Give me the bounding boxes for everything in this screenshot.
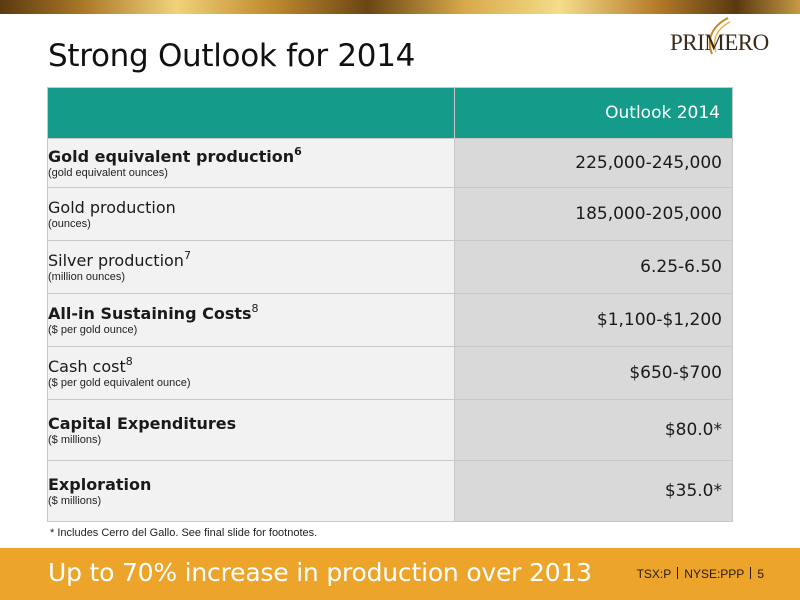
table-row: Gold equivalent production6 (gold equiva…	[47, 138, 733, 188]
table-row: All-in Sustaining Costs8 ($ per gold oun…	[47, 293, 733, 347]
row-unit: ($ per gold equivalent ounce)	[48, 376, 191, 389]
row-label-cell: Gold equivalent production6 (gold equiva…	[47, 138, 455, 188]
ticker-divider	[677, 567, 679, 579]
row-label: All-in Sustaining Costs	[48, 303, 252, 323]
row-label: Gold production	[48, 197, 176, 217]
row-label: Silver production	[48, 250, 184, 270]
row-unit: (ounces)	[48, 217, 91, 230]
ticker-divider	[750, 567, 752, 579]
row-value: $80.0*	[454, 399, 733, 461]
row-value: 185,000-205,000	[454, 187, 733, 241]
row-unit: (million ounces)	[48, 270, 126, 283]
row-label-cell: Silver production7 (million ounces)	[47, 240, 455, 294]
row-unit: ($ millions)	[48, 433, 102, 446]
footnote-ref: 8	[125, 354, 133, 368]
row-label-cell: Gold production (ounces)	[47, 187, 455, 241]
table-row: Cash cost8 ($ per gold equivalent ounce)…	[47, 346, 733, 400]
footnote-ref: 8	[251, 301, 259, 315]
footnote-ref: 6	[294, 144, 302, 158]
tagline: Up to 70% increase in production over 20…	[48, 558, 592, 587]
row-unit: (gold equivalent ounces)	[48, 166, 168, 179]
row-label-cell: All-in Sustaining Costs8 ($ per gold oun…	[47, 293, 455, 347]
page-number: 5	[757, 567, 764, 581]
table-row: Capital Expenditures ($ millions) $80.0*	[47, 399, 733, 461]
top-banner	[0, 0, 800, 14]
row-unit: ($ millions)	[48, 494, 102, 507]
outlook-table: Outlook 2014 Gold equivalent production6…	[47, 87, 733, 522]
row-label-cell: Capital Expenditures ($ millions)	[47, 399, 455, 461]
footnote-ref: 7	[183, 248, 191, 262]
row-label: Gold equivalent production	[48, 146, 295, 166]
row-label: Capital Expenditures	[48, 413, 237, 433]
bottom-band: Up to 70% increase in production over 20…	[0, 548, 800, 600]
row-value: 225,000-245,000	[454, 138, 733, 188]
header-label-cell	[47, 87, 455, 139]
ticker-tsx: TSX:P	[636, 567, 672, 581]
table-row: Exploration ($ millions) $35.0*	[47, 460, 733, 522]
logo-text: PRIMERO	[670, 30, 769, 55]
slide-title: Strong Outlook for 2014	[48, 38, 416, 74]
row-label: Exploration	[48, 474, 152, 494]
row-label-cell: Cash cost8 ($ per gold equivalent ounce)	[47, 346, 455, 400]
table-row: Silver production7 (million ounces) 6.25…	[47, 240, 733, 294]
row-label: Cash cost	[48, 356, 126, 376]
row-value: 6.25-6.50	[454, 240, 733, 294]
row-label-cell: Exploration ($ millions)	[47, 460, 455, 522]
ticker-info: TSX:P NYSE:PPP 5	[637, 567, 764, 581]
footnote-text: * Includes Cerro del Gallo. See final sl…	[50, 527, 318, 539]
row-value: $35.0*	[454, 460, 733, 522]
row-value: $650-$700	[454, 346, 733, 400]
primero-logo: PRIMERO	[668, 14, 778, 56]
table-header-row: Outlook 2014	[47, 87, 733, 139]
row-unit: ($ per gold ounce)	[48, 323, 138, 336]
ticker-nyse: NYSE:PPP	[684, 567, 745, 581]
logo-arc-icon	[708, 17, 731, 55]
header-outlook-2014: Outlook 2014	[454, 87, 733, 139]
row-value: $1,100-$1,200	[454, 293, 733, 347]
table-row: Gold production (ounces) 185,000-205,000	[47, 187, 733, 241]
